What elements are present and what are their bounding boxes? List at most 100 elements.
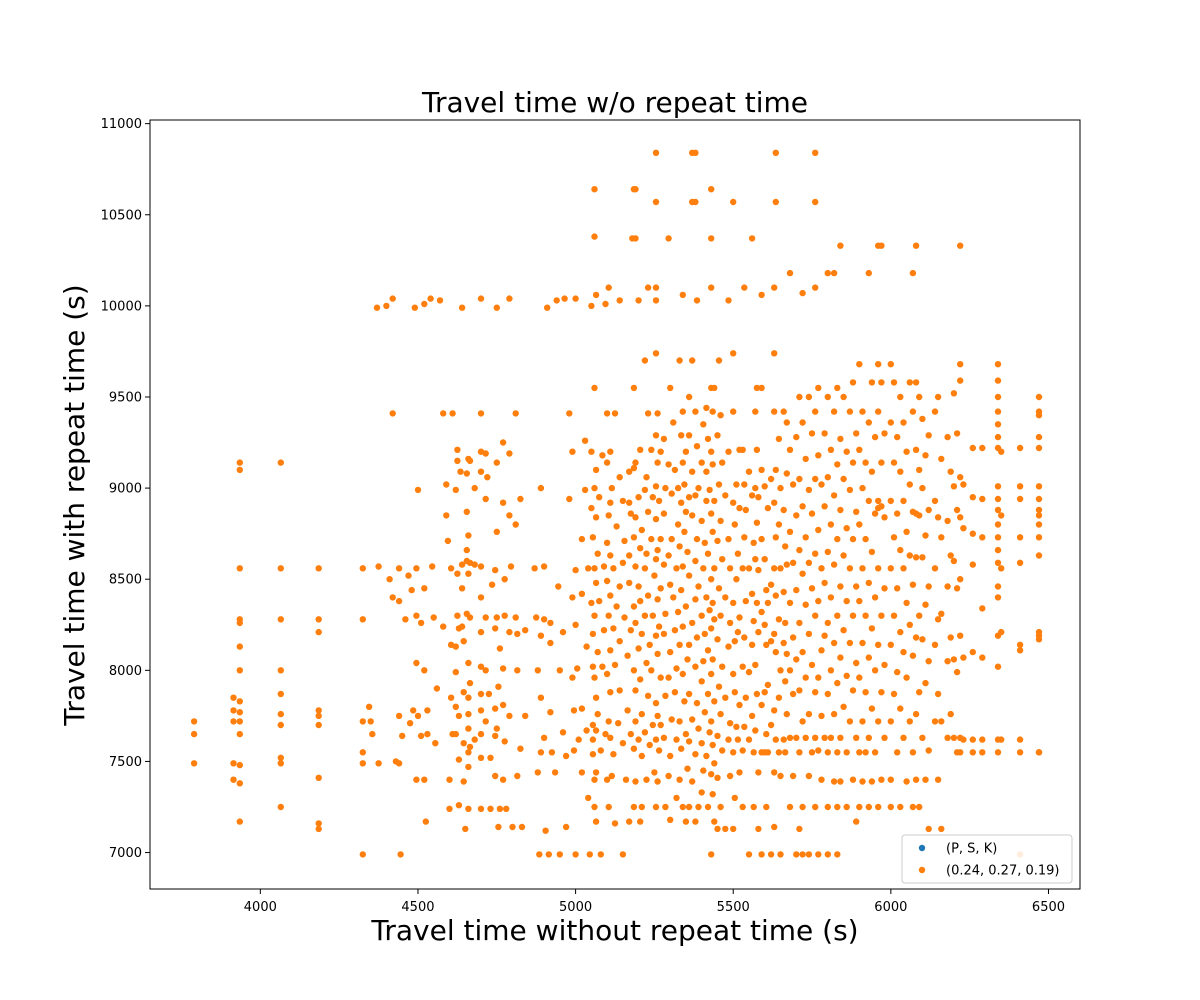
scatter-point xyxy=(638,752,645,760)
scatter-point xyxy=(700,565,707,572)
scatter-point xyxy=(701,539,708,546)
scatter-point xyxy=(562,752,570,760)
scatter-point xyxy=(477,563,485,570)
scatter-point xyxy=(589,534,597,541)
scatter-point xyxy=(592,727,600,734)
scatter-point xyxy=(761,483,768,490)
scatter-point xyxy=(230,760,237,767)
scatter-point xyxy=(641,612,649,619)
scatter-point xyxy=(719,556,726,563)
scatter-point xyxy=(969,530,976,537)
scatter-point xyxy=(753,599,761,607)
scatter-point xyxy=(843,749,850,756)
scatter-point xyxy=(315,774,322,781)
scatter-point xyxy=(827,594,835,601)
scatter-point xyxy=(764,681,772,689)
x-tick-label: 6500 xyxy=(1032,900,1065,915)
scatter-point xyxy=(745,736,753,743)
scatter-point xyxy=(717,710,724,718)
scatter-point xyxy=(821,632,828,639)
scatter-point xyxy=(402,616,409,623)
scatter-point xyxy=(589,736,597,743)
scatter-point xyxy=(616,638,623,645)
scatter-point xyxy=(830,710,838,718)
scatter-point xyxy=(514,630,521,638)
scatter-point xyxy=(704,647,712,654)
scatter-point xyxy=(960,481,967,488)
scatter-point xyxy=(900,565,907,572)
scatter-point xyxy=(812,198,819,206)
scatter-point xyxy=(736,769,743,776)
scatter-point xyxy=(570,747,578,754)
scatter-point xyxy=(767,475,775,483)
scatter-point xyxy=(704,550,712,557)
scatter-point xyxy=(731,689,738,696)
scatter-point xyxy=(730,599,737,607)
scatter-point xyxy=(818,481,825,488)
scatter-point xyxy=(752,727,759,734)
scatter-point xyxy=(890,534,898,541)
scatter-point xyxy=(960,654,967,661)
scatter-point xyxy=(1035,521,1043,528)
scatter-point xyxy=(758,701,765,709)
scatter-point xyxy=(750,803,757,811)
scatter-point xyxy=(715,585,723,592)
scatter-point xyxy=(909,408,917,415)
scatter-point xyxy=(465,710,472,718)
scatter-point xyxy=(700,421,707,428)
scatter-point xyxy=(644,692,652,699)
scatter-point xyxy=(755,628,762,636)
scatter-point xyxy=(698,789,705,796)
scatter-point xyxy=(430,614,437,621)
scatter-point xyxy=(725,535,732,543)
scatter-point xyxy=(950,483,958,490)
scatter-point xyxy=(912,634,920,641)
scatter-point xyxy=(588,504,595,512)
scatter-point xyxy=(689,778,696,785)
scatter-point xyxy=(652,556,660,563)
scatter-point xyxy=(890,459,898,466)
scatter-point xyxy=(878,459,885,466)
scatter-point xyxy=(621,614,628,621)
scatter-point xyxy=(994,534,1002,541)
scatter-point xyxy=(815,851,822,858)
scatter-point xyxy=(589,630,597,638)
scatter-point xyxy=(627,510,634,517)
scatter-point xyxy=(637,818,644,825)
scatter-point xyxy=(603,670,611,678)
scatter-point xyxy=(537,484,545,492)
scatter-point xyxy=(501,576,508,583)
scatter-point xyxy=(912,242,920,249)
scatter-point xyxy=(821,503,828,510)
scatter-point xyxy=(909,581,917,588)
scatter-point xyxy=(503,805,510,812)
scatter-point xyxy=(714,825,721,833)
scatter-point xyxy=(619,851,627,858)
scatter-point xyxy=(775,749,783,756)
scatter-point xyxy=(652,149,660,156)
y-tick-label: 7000 xyxy=(109,846,142,861)
scatter-point xyxy=(741,534,748,541)
scatter-point xyxy=(660,435,668,443)
scatter-point xyxy=(509,823,516,831)
scatter-point xyxy=(657,585,664,592)
scatter-point xyxy=(689,357,696,364)
scatter-point xyxy=(799,803,806,811)
scatter-point xyxy=(849,612,857,619)
scatter-point xyxy=(630,384,638,392)
scatter-point xyxy=(534,667,541,674)
scatter-point xyxy=(624,652,631,659)
scatter-point xyxy=(761,621,768,628)
scatter-point xyxy=(499,499,507,506)
scatter-point xyxy=(938,534,945,541)
scatter-point xyxy=(487,754,494,761)
scatter-point xyxy=(777,484,784,492)
scatter-point xyxy=(919,415,926,423)
scatter-point xyxy=(783,419,790,426)
scatter-point xyxy=(726,720,734,727)
scatter-point xyxy=(994,483,1002,490)
scatter-point xyxy=(979,736,986,743)
scatter-point xyxy=(777,565,784,572)
scatter-point xyxy=(572,621,579,628)
scatter-point xyxy=(799,570,806,577)
